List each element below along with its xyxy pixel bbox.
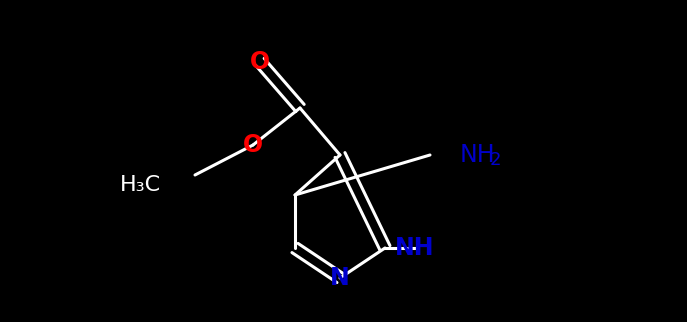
Text: NH: NH [460,143,495,167]
Text: 2: 2 [490,151,502,169]
Text: H₃C: H₃C [120,175,161,195]
Text: O: O [243,133,263,157]
Text: NH: NH [395,236,435,260]
Text: N: N [330,266,350,290]
Text: O: O [250,50,270,74]
